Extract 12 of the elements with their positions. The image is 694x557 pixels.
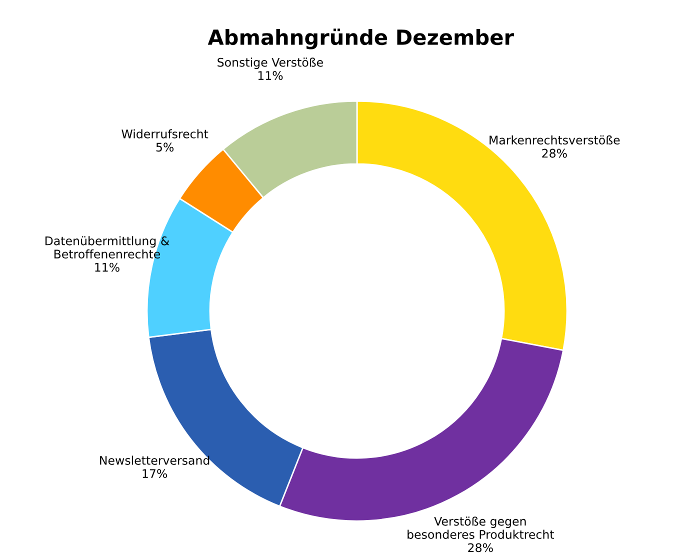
chart-title: Abmahngründe Dezember [208,28,514,50]
slice-label: Markenrechtsverstöße [490,135,620,145]
data-label: 5% [156,142,174,152]
data-label: 11% [95,262,120,272]
data-label: 28% [468,543,493,552]
data-label: 11% [258,71,283,80]
slice-label: Widerrufsrecht [122,129,208,138]
slice-label: Sonstige Verstöße [218,58,323,70]
data-label: 28% [542,148,567,158]
slice-label: Newsletterversand [100,456,210,465]
data-label: 17% [142,469,168,478]
slice-label: Verstöße gegen besonderes Produktrecht [408,516,554,539]
